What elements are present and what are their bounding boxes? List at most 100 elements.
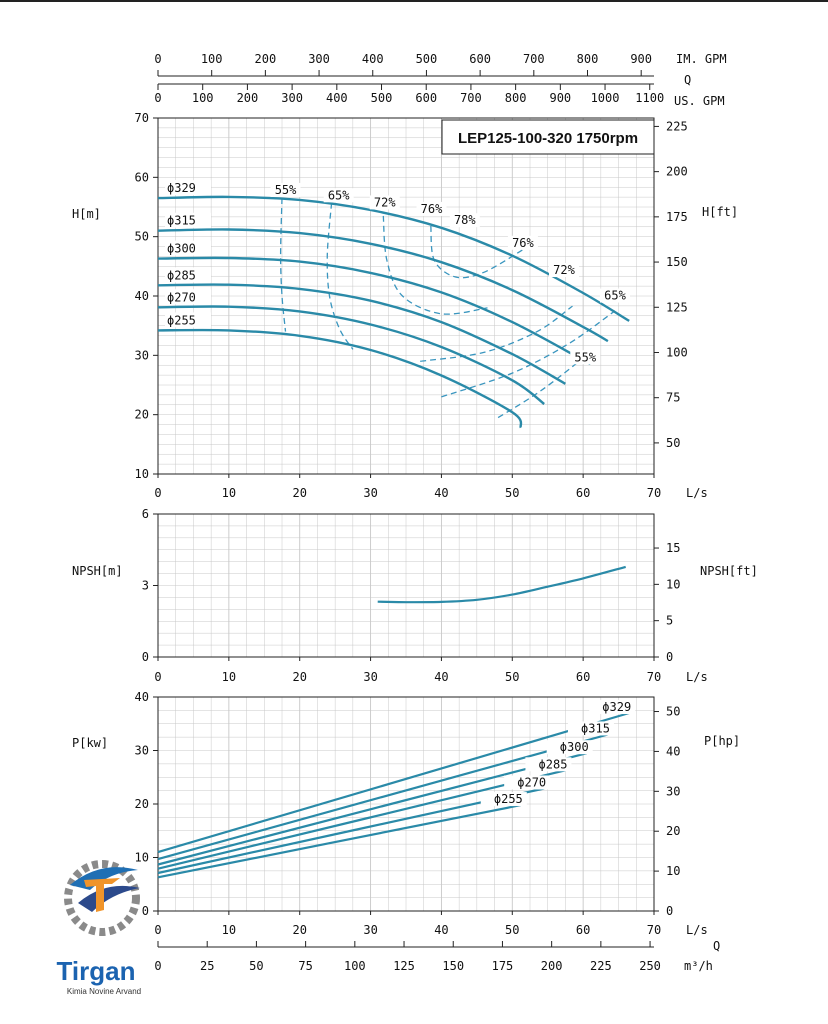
efficiency-label: 55% (275, 183, 297, 197)
y-right-tick-label: 50 (666, 436, 680, 450)
x-tick-label: 0 (154, 670, 161, 684)
efficiency-label-bg (507, 235, 538, 250)
head-curve (157, 305, 545, 405)
power-curve-label-bg (567, 721, 614, 736)
x-tick-label: 30 (363, 670, 377, 684)
head-curve-label: ϕ285 (167, 268, 196, 282)
m3h-tick-label: 200 (541, 959, 563, 973)
efficiency-curve (497, 354, 588, 419)
head-curve (157, 195, 630, 322)
head-curve-label: ϕ329 (167, 181, 196, 195)
y-tick-label: 6 (142, 507, 149, 521)
y-tick-label: 70 (135, 111, 149, 125)
y-tick-label: 20 (135, 797, 149, 811)
head-curve (157, 228, 609, 343)
y-tick-label: 3 (142, 579, 149, 593)
us-tick-label: 100 (192, 91, 214, 105)
head-curve-label-bg (165, 312, 211, 328)
power-curve (157, 733, 609, 861)
im-tick-label: 900 (630, 52, 652, 66)
y-right-tick-label: 40 (666, 744, 680, 758)
power-curve (157, 752, 587, 866)
x-tick-label: 70 (647, 670, 661, 684)
y-right-tick-label: 150 (666, 255, 688, 269)
m3h-label: m³/h (684, 959, 713, 973)
head-curve (157, 328, 523, 429)
m3h-tick-label: 50 (249, 959, 263, 973)
power-curve-label: ϕ270 (517, 775, 546, 789)
im-tick-label: 300 (308, 52, 330, 66)
npsh-xlabel: L/s (686, 670, 708, 684)
y-right-tick-label: 225 (666, 119, 688, 133)
im-tick-label: 0 (154, 52, 161, 66)
efficiency-label-bg (270, 182, 301, 197)
head-curve-label-bg (165, 289, 211, 305)
m3h-tick-label: 125 (393, 959, 415, 973)
efficiency-curve (430, 225, 524, 279)
im-tick-label: 100 (201, 52, 223, 66)
efficiency-label-bg (449, 213, 480, 228)
x-tick-label: 30 (363, 486, 377, 500)
head-xlabel: L/s (686, 486, 708, 500)
tirgan-logo: Tirgan Kimia Novine Arvand (57, 860, 141, 996)
power-curve (157, 804, 522, 879)
y-right-tick-label: 10 (666, 864, 680, 878)
efficiency-curve (326, 202, 354, 350)
y-tick-label: 20 (135, 408, 149, 422)
x-tick-label: 40 (434, 670, 448, 684)
power-curve-label-bg (589, 700, 636, 715)
y-right-tick-label: 200 (666, 165, 688, 179)
y-tick-label: 0 (142, 650, 149, 664)
efficiency-label-bg (416, 201, 447, 216)
bottom-q-label: Q (713, 939, 720, 953)
x-tick-label: 60 (576, 670, 590, 684)
x-tick-label: 10 (222, 923, 236, 937)
y-tick-label: 40 (135, 289, 149, 303)
m3h-tick-label: 100 (344, 959, 366, 973)
power-xlabel: L/s (686, 923, 708, 937)
efficiency-label: 72% (374, 195, 396, 209)
head-curve (157, 283, 566, 385)
y-right-tick-label: 0 (666, 904, 673, 918)
chart-title-box: LEP125-100-320 1750rpm (441, 119, 655, 155)
efficiency-label: 55% (574, 350, 596, 364)
npsh-curve (377, 565, 626, 604)
x-tick-label: 40 (434, 923, 448, 937)
im-tick-label: 700 (523, 52, 545, 66)
head-ylabel: H[m] (72, 207, 101, 221)
x-tick-label: 60 (576, 486, 590, 500)
y-right-tick-label: 15 (666, 541, 680, 555)
im-tick-label: 600 (469, 52, 491, 66)
head-curve-label-bg (165, 267, 211, 283)
m3h-tick-label: 175 (492, 959, 514, 973)
x-tick-label: 30 (363, 923, 377, 937)
power-curve-label: ϕ329 (602, 700, 631, 714)
x-tick-label: 20 (292, 486, 306, 500)
us-tick-label: 800 (505, 91, 527, 105)
power-curve-label-bg (480, 792, 527, 807)
us-tick-label: 1100 (635, 91, 664, 105)
efficiency-label-bg (323, 188, 354, 203)
power-curve-label: ϕ300 (560, 740, 589, 754)
power-curve-label: ϕ255 (494, 792, 523, 806)
efficiency-label-bg (570, 350, 601, 365)
us-gpm-label: US. GPM (674, 94, 725, 108)
power-curve-label-bg (504, 775, 551, 790)
x-tick-label: 50 (505, 486, 519, 500)
y-tick-label: 50 (135, 230, 149, 244)
top-q-label: Q (684, 73, 691, 87)
im-tick-label: 500 (416, 52, 438, 66)
npsh-ylabel-right: NPSH[ft] (700, 564, 758, 578)
x-tick-label: 70 (647, 923, 661, 937)
power-curve-label-bg (525, 757, 572, 772)
logo-subtitle: Kimia Novine Arvand (67, 987, 141, 996)
us-tick-label: 700 (460, 91, 482, 105)
top-border-line (0, 0, 828, 2)
us-tick-label: 900 (549, 91, 571, 105)
efficiency-curve (279, 198, 287, 332)
y-tick-label: 60 (135, 170, 149, 184)
power-ylabel: P[kw] (72, 736, 108, 750)
im-tick-label: 200 (255, 52, 277, 66)
m3h-tick-label: 0 (154, 959, 161, 973)
